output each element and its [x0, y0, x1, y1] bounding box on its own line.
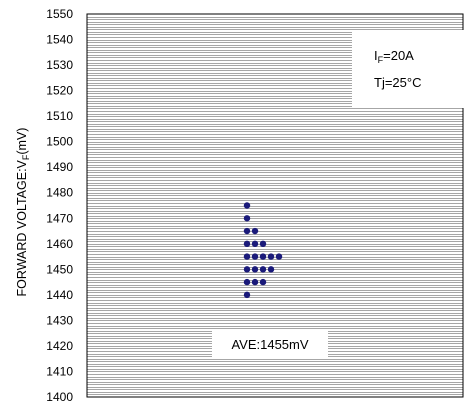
y-axis-label-main: FORWARD VOLTAGE:V — [15, 159, 29, 296]
data-point — [243, 227, 251, 235]
condition-box: IF=20A Tj=25°C — [352, 30, 464, 108]
condition-current-subscript: F — [378, 55, 384, 65]
y-tick-label: 1400 — [46, 390, 73, 404]
average-box: AVE:1455mV — [212, 331, 328, 357]
data-point — [251, 253, 259, 260]
data-point — [275, 253, 283, 260]
data-point — [259, 240, 267, 247]
data-point — [243, 215, 251, 222]
average-label: AVE:1455mV — [231, 337, 308, 352]
data-point — [259, 278, 267, 286]
y-tick-label: 1430 — [46, 313, 73, 327]
plot-frame — [86, 13, 464, 398]
y-tick-label: 1410 — [46, 364, 73, 378]
data-point — [243, 253, 251, 260]
data-point — [259, 253, 267, 260]
y-tick-label: 1520 — [46, 84, 73, 98]
y-tick-label: 1530 — [46, 58, 73, 72]
y-tick-label: 1440 — [46, 288, 73, 302]
data-point — [267, 266, 275, 273]
y-tick-label: 1490 — [46, 160, 73, 174]
data-point — [251, 227, 259, 235]
y-axis-label-unit: (mV) — [15, 128, 29, 155]
data-point — [251, 266, 259, 273]
condition-current-value: =20A — [383, 48, 414, 63]
data-point — [243, 266, 251, 273]
data-point — [259, 266, 267, 273]
y-tick-label: 1450 — [46, 262, 73, 276]
y-tick-label: 1550 — [46, 7, 73, 21]
y-axis-label: FORWARD VOLTAGE:VF(mV) — [15, 128, 31, 297]
data-point — [267, 253, 275, 260]
y-tick-label: 1510 — [46, 109, 73, 123]
condition-current-main: I — [374, 48, 378, 63]
y-tick-label: 1480 — [46, 186, 73, 200]
y-tick-label: 1420 — [46, 339, 73, 353]
data-points — [243, 202, 283, 299]
data-point — [251, 240, 259, 247]
y-axis-label-subscript: F — [21, 154, 31, 160]
y-tick-label: 1460 — [46, 237, 73, 251]
data-point — [243, 240, 251, 247]
condition-current: IF=20A — [374, 48, 414, 65]
data-point — [243, 278, 251, 286]
data-point — [243, 202, 251, 209]
condition-temperature: Tj=25°C — [374, 75, 421, 90]
data-point — [251, 278, 259, 286]
y-axis-ticks: 1400 1410 1420 1430 1440 1450 1460 1470 1480 1490… — [46, 7, 73, 404]
y-tick-label: 1500 — [46, 135, 73, 149]
y-tick-label: 1540 — [46, 33, 73, 47]
y-tick-label: 1470 — [46, 211, 73, 225]
data-point — [243, 291, 251, 299]
